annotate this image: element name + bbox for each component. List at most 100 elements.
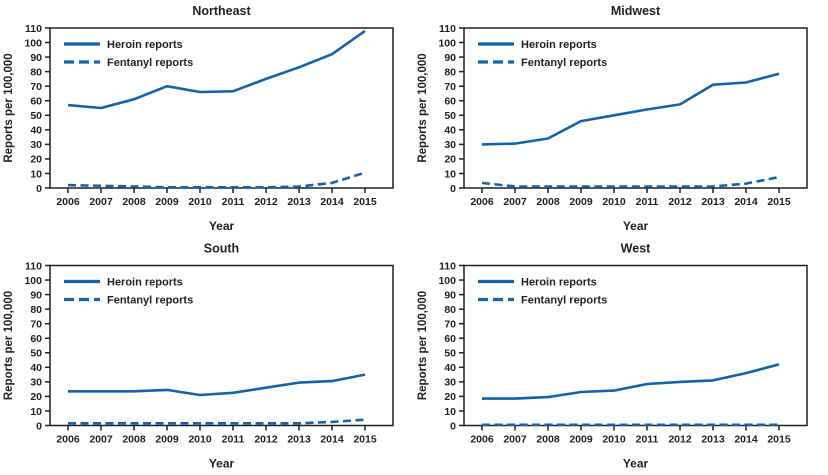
x-tick-label: 2011 <box>636 434 659 446</box>
x-axis-label: Year <box>623 457 649 471</box>
panel-west: West 0 10 20 30 40 50 60 70 80 90 100 110 2006 2007 200… <box>414 237 828 475</box>
x-tick-label: 2009 <box>569 196 593 208</box>
x-tick-label: 2008 <box>536 196 560 208</box>
y-tick-label: 10 <box>30 168 42 180</box>
x-tick-label: 2008 <box>122 196 146 208</box>
x-tick-label: 2014 <box>320 434 344 446</box>
y-tick-label: 40 <box>444 125 456 137</box>
plot-border <box>463 264 808 427</box>
y-axis-label: Reports per 100,000 <box>3 53 15 162</box>
y-tick-label: 40 <box>30 125 42 137</box>
x-tick-label: 2011 <box>222 434 245 446</box>
x-tick-label: 2015 <box>353 434 377 446</box>
chart-title: Midwest <box>611 4 661 18</box>
y-tick-label: 80 <box>30 304 42 316</box>
y-tick-label: 20 <box>444 154 456 166</box>
y-tick-label: 60 <box>444 333 456 345</box>
y-tick-label: 100 <box>24 275 42 287</box>
x-tick-label: 2008 <box>536 434 560 446</box>
y-tick-label: 40 <box>444 362 456 374</box>
legend: Heroin reports Fentanyl reports <box>64 277 193 307</box>
chart-title: Northeast <box>192 4 251 18</box>
x-tick-label: 2014 <box>734 434 758 446</box>
y-tick-label: 60 <box>30 96 42 108</box>
y-tick-label: 20 <box>444 391 456 403</box>
x-tick-label: 2010 <box>188 434 212 446</box>
x-axis-label: Year <box>209 457 235 471</box>
y-tick-label: 90 <box>30 289 42 301</box>
x-tick-label: 2015 <box>767 196 791 208</box>
y-tick-label: 110 <box>439 23 456 35</box>
y-tick-label: 10 <box>444 168 456 180</box>
x-tick-label: 2006 <box>56 196 80 208</box>
x-tick-label: 2007 <box>89 434 113 446</box>
y-tick-label: 50 <box>30 110 42 122</box>
x-tick-label: 2006 <box>470 434 494 446</box>
y-tick-label: 100 <box>438 275 456 287</box>
y-tick-label: 30 <box>30 377 42 389</box>
x-axis-label: Year <box>623 219 649 233</box>
plot-border <box>49 264 394 427</box>
y-tick-label: 60 <box>444 96 456 108</box>
y-tick-label: 80 <box>444 66 456 78</box>
y-tick-label: 70 <box>30 318 42 330</box>
legend-label-fentanyl: Fentanyl reports <box>107 295 193 307</box>
y-tick-label: 110 <box>25 23 42 35</box>
y-tick-label: 0 <box>36 420 42 432</box>
x-tick-label: 2010 <box>602 196 626 208</box>
x-tick-label: 2013 <box>287 196 311 208</box>
legend-label-heroin: Heroin reports <box>521 277 597 289</box>
y-tick-label: 100 <box>24 37 42 49</box>
x-tick-label: 2015 <box>767 434 791 446</box>
y-tick-label: 90 <box>444 289 456 301</box>
x-axis-label: Year <box>209 219 235 233</box>
legend-label-heroin: Heroin reports <box>521 39 597 51</box>
y-tick-label: 20 <box>30 154 42 166</box>
x-tick-label: 2007 <box>89 196 113 208</box>
x-tick-label: 2009 <box>155 434 179 446</box>
heroin-line <box>481 72 780 146</box>
y-tick-label: 40 <box>30 362 42 374</box>
legend: Heroin reports Fentanyl reports <box>478 39 607 69</box>
x-tick-label: 2006 <box>56 434 80 446</box>
y-tick-label: 30 <box>30 139 42 151</box>
x-tick-label: 2008 <box>122 434 146 446</box>
y-tick-label: 10 <box>444 406 456 418</box>
legend-label-fentanyl: Fentanyl reports <box>107 57 193 69</box>
x-tick-label: 2014 <box>320 196 344 208</box>
x-tick-label: 2012 <box>668 196 692 208</box>
y-tick-label: 0 <box>450 420 456 432</box>
x-tick-label: 2007 <box>503 434 527 446</box>
y-axis-label: Reports per 100,000 <box>417 291 429 400</box>
y-tick-label: 110 <box>439 260 456 272</box>
x-tick-label: 2012 <box>254 434 278 446</box>
x-tick-label: 2009 <box>569 434 593 446</box>
x-tick-label: 2006 <box>470 196 494 208</box>
x-tick-label: 2012 <box>668 434 692 446</box>
x-tick-label: 2011 <box>636 196 659 208</box>
y-tick-label: 0 <box>450 183 456 195</box>
fentanyl-line <box>481 175 780 188</box>
y-tick-label: 80 <box>444 304 456 316</box>
heroin-line <box>67 29 366 110</box>
x-tick-label: 2010 <box>602 434 626 446</box>
chart-south: South 0 10 20 30 40 50 60 70 80 90 100 110 2006 2007 20… <box>3 242 394 471</box>
y-tick-label: 20 <box>30 391 42 403</box>
panel-south: South 0 10 20 30 40 50 60 70 80 90 100 110 2006 2007 20… <box>0 237 414 475</box>
y-tick-label: 10 <box>30 406 42 418</box>
legend-label-fentanyl: Fentanyl reports <box>521 295 607 307</box>
y-tick-label: 100 <box>438 37 456 49</box>
x-tick-label: 2015 <box>353 196 377 208</box>
chart-title: South <box>204 242 239 256</box>
y-tick-label: 30 <box>444 377 456 389</box>
y-tick-label: 50 <box>444 110 456 122</box>
legend: Heroin reports Fentanyl reports <box>64 39 193 69</box>
heroin-line <box>482 363 780 400</box>
x-tick-label: 2009 <box>155 196 179 208</box>
chart-title: West <box>621 242 651 256</box>
y-tick-label: 70 <box>444 318 456 330</box>
x-tick-label: 2010 <box>188 196 212 208</box>
y-tick-label: 70 <box>30 81 42 93</box>
legend: Heroin reports Fentanyl reports <box>478 277 607 307</box>
